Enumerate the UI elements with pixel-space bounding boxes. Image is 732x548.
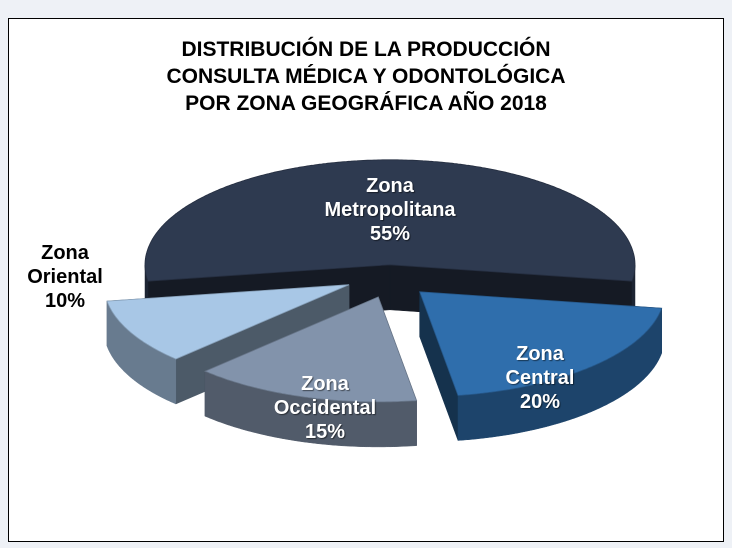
category-label: Zona Occidental bbox=[273, 373, 377, 419]
value-label: 10% bbox=[44, 290, 86, 312]
slice-label: Zona Central 20% bbox=[506, 342, 575, 414]
slice bbox=[144, 159, 636, 282]
category-label: Zona Central bbox=[505, 343, 575, 389]
value-label: 55% bbox=[369, 223, 411, 245]
value-label: 15% bbox=[304, 421, 346, 443]
slice bbox=[419, 291, 663, 396]
slice bbox=[106, 284, 350, 360]
category-label: Zona Oriental bbox=[27, 242, 103, 288]
slice-label: Zona Occidental 15% bbox=[274, 372, 376, 444]
slice-label: Zona Oriental 10% bbox=[27, 241, 103, 313]
value-label: 20% bbox=[519, 391, 561, 413]
slice-label: Zona Metropolitana 55% bbox=[324, 174, 455, 246]
category-label: Zona Metropolitana bbox=[324, 175, 456, 221]
chart-title: DISTRIBUCIÓN DE LA PRODUCCIÓN CONSULTA M… bbox=[166, 38, 566, 115]
slice bbox=[203, 296, 418, 403]
